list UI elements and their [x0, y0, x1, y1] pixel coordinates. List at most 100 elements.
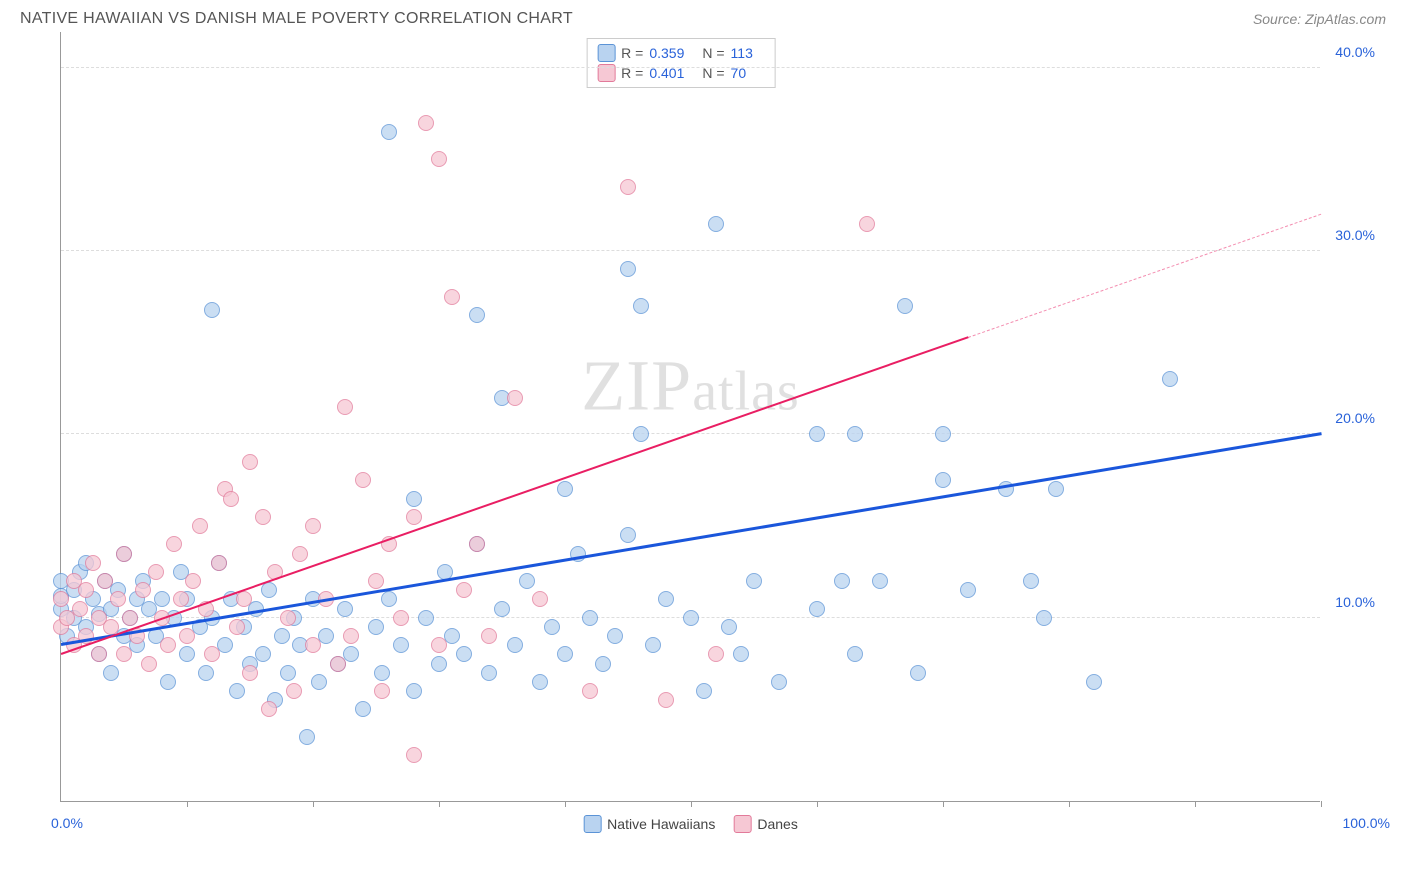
- data-point: [633, 426, 649, 442]
- data-point: [355, 701, 371, 717]
- data-point: [236, 591, 252, 607]
- data-point: [198, 665, 214, 681]
- data-point: [393, 610, 409, 626]
- gridline: [61, 67, 1320, 68]
- data-point: [1048, 481, 1064, 497]
- scatter-plot: ZIPatlas R =0.359N =113R =0.401N =70 Nat…: [60, 32, 1320, 802]
- data-point: [274, 628, 290, 644]
- data-point: [708, 216, 724, 232]
- data-point: [418, 610, 434, 626]
- data-point: [935, 472, 951, 488]
- data-point: [305, 637, 321, 653]
- data-point: [204, 302, 220, 318]
- data-point: [1023, 573, 1039, 589]
- data-point: [708, 646, 724, 662]
- data-point: [771, 674, 787, 690]
- data-point: [255, 509, 271, 525]
- data-point: [620, 179, 636, 195]
- data-point: [557, 481, 573, 497]
- data-point: [1086, 674, 1102, 690]
- x-tick: [313, 801, 314, 807]
- data-point: [444, 289, 460, 305]
- data-point: [544, 619, 560, 635]
- x-tick: [1069, 801, 1070, 807]
- x-tick: [817, 801, 818, 807]
- data-point: [582, 683, 598, 699]
- data-point: [374, 665, 390, 681]
- data-point: [834, 573, 850, 589]
- data-point: [97, 573, 113, 589]
- data-point: [229, 619, 245, 635]
- data-point: [847, 426, 863, 442]
- data-point: [381, 591, 397, 607]
- data-point: [859, 216, 875, 232]
- data-point: [620, 261, 636, 277]
- data-point: [53, 591, 69, 607]
- trend-line: [968, 213, 1321, 337]
- data-point: [173, 591, 189, 607]
- data-point: [481, 665, 497, 681]
- data-point: [261, 582, 277, 598]
- legend-series-label: Native Hawaiians: [607, 816, 715, 832]
- legend-series-item: Danes: [733, 815, 797, 833]
- x-axis-min-label: 0.0%: [51, 815, 83, 831]
- legend-series-label: Danes: [757, 816, 797, 832]
- r-label: R =: [621, 45, 643, 61]
- data-point: [469, 536, 485, 552]
- data-point: [299, 729, 315, 745]
- data-point: [935, 426, 951, 442]
- data-point: [166, 536, 182, 552]
- data-point: [91, 646, 107, 662]
- x-axis-max-label: 100.0%: [1343, 815, 1390, 831]
- data-point: [204, 646, 220, 662]
- data-point: [595, 656, 611, 672]
- legend-swatch: [733, 815, 751, 833]
- data-point: [721, 619, 737, 635]
- legend-correlation: R =0.359N =113R =0.401N =70: [586, 38, 776, 88]
- data-point: [658, 692, 674, 708]
- x-tick: [691, 801, 692, 807]
- data-point: [481, 628, 497, 644]
- data-point: [337, 601, 353, 617]
- data-point: [494, 601, 510, 617]
- data-point: [847, 646, 863, 662]
- data-point: [179, 628, 195, 644]
- data-point: [532, 591, 548, 607]
- data-point: [85, 555, 101, 571]
- data-point: [507, 637, 523, 653]
- data-point: [179, 646, 195, 662]
- watermark: ZIPatlas: [581, 344, 800, 427]
- data-point: [910, 665, 926, 681]
- data-point: [242, 665, 258, 681]
- data-point: [286, 683, 302, 699]
- y-tick-label: 20.0%: [1335, 410, 1375, 426]
- data-point: [557, 646, 573, 662]
- x-tick: [439, 801, 440, 807]
- x-tick: [187, 801, 188, 807]
- data-point: [809, 601, 825, 617]
- data-point: [160, 637, 176, 653]
- data-point: [337, 399, 353, 415]
- data-point: [456, 582, 472, 598]
- data-point: [431, 151, 447, 167]
- data-point: [393, 637, 409, 653]
- data-point: [355, 472, 371, 488]
- data-point: [1036, 610, 1052, 626]
- data-point: [406, 747, 422, 763]
- data-point: [960, 582, 976, 598]
- data-point: [185, 573, 201, 589]
- data-point: [135, 582, 151, 598]
- data-point: [242, 454, 258, 470]
- data-point: [192, 518, 208, 534]
- data-point: [633, 298, 649, 314]
- data-point: [746, 573, 762, 589]
- data-point: [431, 656, 447, 672]
- data-point: [78, 582, 94, 598]
- data-point: [532, 674, 548, 690]
- legend-series: Native Hawaiians Danes: [583, 815, 798, 833]
- data-point: [381, 124, 397, 140]
- data-point: [280, 665, 296, 681]
- legend-swatch: [597, 44, 615, 62]
- data-point: [343, 628, 359, 644]
- legend-swatch: [583, 815, 601, 833]
